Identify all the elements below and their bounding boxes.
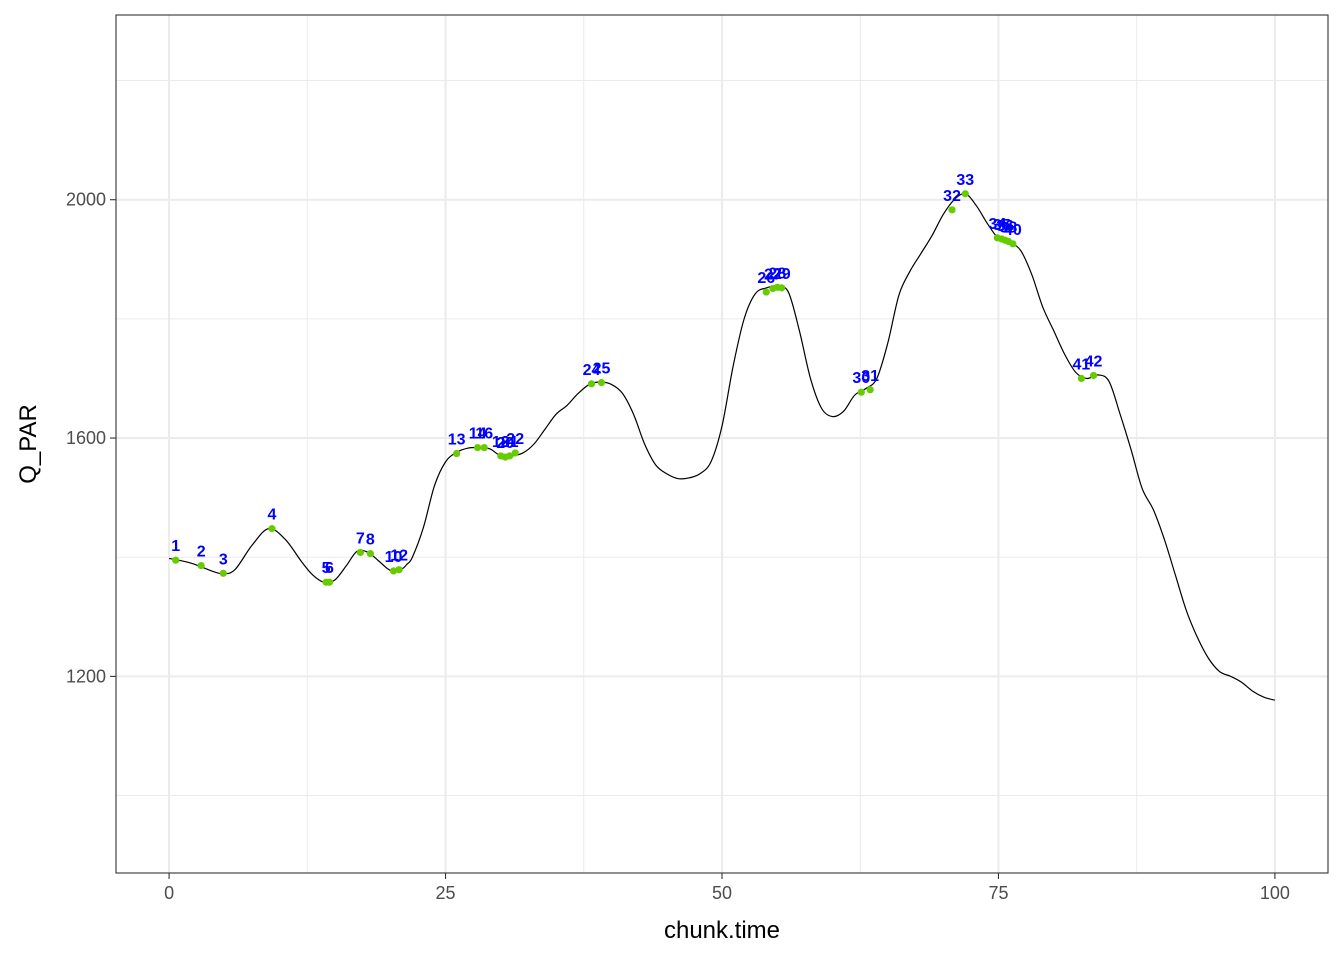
data-point-label: 6 — [325, 560, 334, 577]
data-point — [452, 449, 461, 458]
x-tick-label: 75 — [988, 883, 1008, 903]
data-point-label: 40 — [1004, 222, 1022, 239]
data-point-label: 30 — [852, 370, 870, 387]
data-point-label: 12 — [390, 548, 408, 565]
data-point — [268, 525, 276, 533]
data-point-label: 5 — [322, 560, 331, 577]
data-point-label: 26 — [757, 270, 775, 287]
data-point — [1077, 374, 1085, 383]
grid-layer — [116, 15, 1328, 873]
data-point — [219, 569, 227, 577]
data-point — [961, 190, 969, 198]
data-point — [948, 206, 956, 214]
data-point — [857, 388, 865, 396]
data-point — [480, 443, 488, 452]
data-point-label: 33 — [956, 172, 974, 189]
data-point-label: 13 — [448, 432, 466, 449]
data-point-label: 41 — [1072, 356, 1090, 373]
data-point-label: 2 — [197, 544, 206, 561]
data-point — [474, 443, 482, 452]
data-point — [866, 386, 874, 394]
data-point-label: 20 — [496, 435, 514, 452]
data-point — [172, 556, 180, 564]
y-tick-label: 1200 — [66, 666, 106, 686]
data-point — [1009, 240, 1017, 248]
data-point-label: 14 — [469, 426, 487, 443]
data-point-label: 4 — [267, 507, 276, 524]
y-tick-label: 2000 — [66, 190, 106, 210]
data-point-label: 36 — [996, 218, 1014, 235]
data-point-label: 10 — [385, 549, 403, 566]
data-point — [587, 380, 596, 388]
x-axis: 0 25 50 75 100 — [164, 873, 1290, 903]
data-point-label: 25 — [593, 361, 611, 378]
data-point-label: 31 — [861, 368, 879, 385]
data-point — [197, 561, 205, 570]
x-tick-label: 0 — [164, 883, 174, 903]
data-point — [511, 449, 519, 457]
data-point — [366, 550, 374, 558]
data-point — [389, 567, 398, 575]
data-point — [506, 452, 514, 460]
data-point-label: 22 — [506, 431, 524, 448]
data-point-label: 1 — [171, 538, 180, 555]
data-point-label: 35 — [993, 217, 1011, 234]
data-point — [1089, 371, 1098, 380]
data-point-label: 32 — [943, 188, 961, 205]
data-point — [395, 566, 403, 574]
data-point — [762, 288, 770, 296]
data-point-label: 7 — [356, 530, 365, 547]
y-axis-title: Q_PAR — [15, 404, 42, 484]
data-point-label: 42 — [1085, 353, 1103, 370]
x-tick-label: 100 — [1260, 883, 1290, 903]
x-axis-title: chunk.time — [664, 917, 780, 944]
data-point-label: 3 — [219, 551, 228, 568]
data-point-label: 8 — [366, 532, 375, 549]
data-point-label: 34 — [988, 216, 1006, 233]
data-point — [597, 379, 606, 387]
point-layer — [172, 190, 1098, 586]
x-tick-label: 50 — [712, 883, 732, 903]
data-point — [356, 548, 364, 557]
data-point-label: 38 — [1000, 219, 1018, 236]
data-point-label: 29 — [773, 266, 791, 283]
data-point-label: 24 — [583, 362, 601, 379]
data-point-label: 28 — [768, 265, 786, 282]
data-point-label: 27 — [764, 266, 782, 283]
data-point — [325, 578, 334, 586]
data-point-label: 16 — [475, 426, 493, 443]
data-point-label: 18 — [492, 434, 510, 451]
data-point-label: 21 — [501, 434, 519, 451]
y-axis: 1200 1600 2000 — [66, 190, 116, 686]
x-tick-label: 25 — [436, 883, 456, 903]
data-point — [778, 284, 786, 292]
y-tick-label: 1600 — [66, 428, 106, 448]
